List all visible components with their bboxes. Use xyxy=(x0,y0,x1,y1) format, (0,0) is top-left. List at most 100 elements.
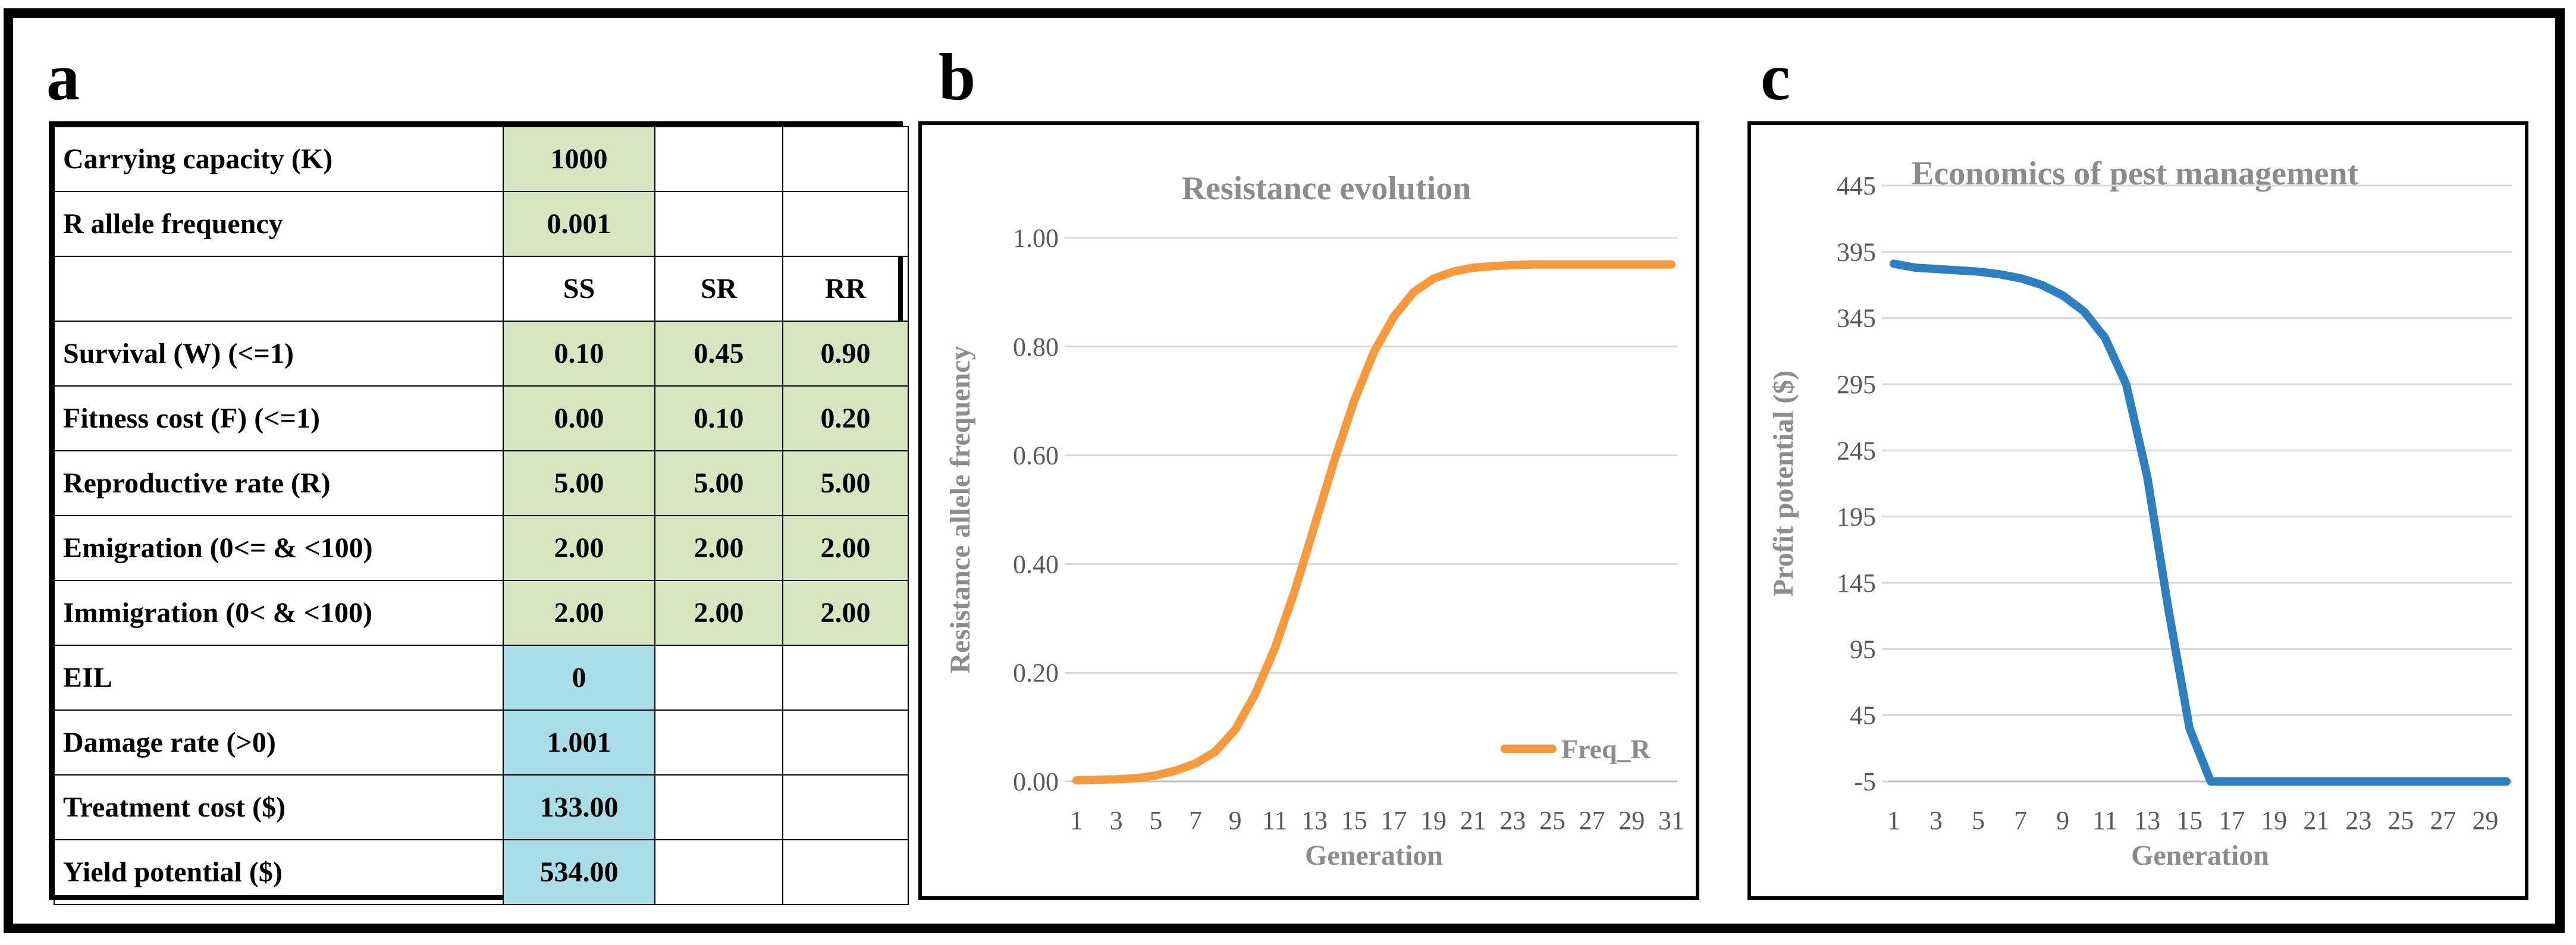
row-label: Damage rate (>0) xyxy=(54,709,504,776)
x-tick-label: 7 xyxy=(2014,806,2027,835)
data-point xyxy=(1631,263,1633,265)
cell-value[interactable]: 2.00 xyxy=(782,580,909,646)
data-point xyxy=(1096,779,1097,781)
x-axis-label: Generation xyxy=(1305,840,1443,871)
x-tick-label: 21 xyxy=(1460,806,1486,835)
cell-value[interactable]: 5.00 xyxy=(654,450,783,516)
data-point xyxy=(1314,525,1315,527)
parameter-table: Carrying capacity (K) 1000 R allele freq… xyxy=(49,121,909,905)
x-tick-label: 17 xyxy=(1380,806,1407,835)
table-row: EIL 0 xyxy=(54,645,909,711)
x-tick-label: 27 xyxy=(1579,806,1605,835)
table-row: Damage rate (>0) 1.001 xyxy=(54,709,909,776)
data-point xyxy=(1433,278,1434,280)
cell-value[interactable]: 5.00 xyxy=(782,450,909,516)
row-label: Treatment cost ($) xyxy=(54,774,504,840)
chart-title: Resistance evolution xyxy=(1182,170,1471,207)
data-point xyxy=(2167,608,2169,610)
table-row: Emigration (0<= & <100) 2.00 2.00 2.00 xyxy=(54,515,909,581)
data-point xyxy=(1532,263,1533,265)
y-axis-label: Resistance allele frequency xyxy=(945,346,976,674)
x-tick-label: 17 xyxy=(2219,806,2245,835)
x-tick-label: 23 xyxy=(1499,806,1526,835)
damage-rate-value[interactable]: 1.001 xyxy=(503,709,655,776)
cell-value[interactable]: 2.00 xyxy=(654,515,783,581)
header-rr: RR xyxy=(782,256,909,322)
data-point xyxy=(1492,265,1493,267)
cell-value[interactable]: 5.00 xyxy=(503,450,655,516)
eil-value[interactable]: 0 xyxy=(503,645,655,711)
data-point xyxy=(2421,781,2423,782)
y-tick-label: 245 xyxy=(1837,436,1876,465)
y-tick-label: 1.00 xyxy=(1013,224,1059,253)
series-line xyxy=(1890,259,2511,786)
economics-chart: Economics of pest management -5 45 95 145 195… xyxy=(1747,121,2528,900)
x-tick-label: 13 xyxy=(2134,806,2160,835)
x-tick-label: 31 xyxy=(1658,806,1684,835)
carrying-capacity-value[interactable]: 1000 xyxy=(503,126,655,192)
data-point xyxy=(1373,351,1375,353)
data-point xyxy=(1274,648,1276,649)
x-tick-label: 3 xyxy=(1110,806,1123,835)
resistance-evolution-chart: Resistance evolution 0.00 0.20 0.40 0.60 0.80… xyxy=(918,121,1699,900)
panel-label-c: c xyxy=(1761,40,1790,114)
data-point xyxy=(1175,770,1176,771)
x-tick-label: 23 xyxy=(2345,806,2371,835)
y-tick-label: 45 xyxy=(1850,701,1876,730)
r-allele-frequency-value[interactable]: 0.001 xyxy=(503,191,655,257)
y-tick-label: 395 xyxy=(1837,237,1876,266)
y-axis-label: Profit potential ($) xyxy=(1768,371,1799,596)
y-tick-label: 0.80 xyxy=(1013,332,1059,362)
data-point xyxy=(2336,781,2338,782)
resistance-chart-svg: Resistance evolution 0.00 0.20 0.40 0.60 0.80… xyxy=(945,170,1684,871)
cell-value[interactable]: 0.10 xyxy=(503,321,655,387)
y-tick-label: 0.40 xyxy=(1013,550,1059,579)
x-tick-label: 15 xyxy=(2176,806,2202,835)
y-tick-label: -5 xyxy=(1854,767,1876,796)
x-tick-label: 25 xyxy=(2387,806,2414,835)
treatment-cost-value[interactable]: 133.00 xyxy=(503,774,655,840)
cell-value[interactable]: 2.00 xyxy=(782,515,909,581)
row-label: Immigration (0< & <100) xyxy=(54,580,504,646)
data-point xyxy=(2231,781,2233,782)
cell-value[interactable]: 2.00 xyxy=(654,580,783,646)
y-tick-label: 445 xyxy=(1837,171,1876,200)
data-point xyxy=(1914,267,1916,269)
x-tick-label: 9 xyxy=(1229,806,1242,835)
y-tick-label: 0.20 xyxy=(1013,658,1059,687)
data-point xyxy=(2484,781,2486,782)
x-tick-label: 11 xyxy=(1262,806,1287,835)
cell-value[interactable]: 0.00 xyxy=(503,385,655,451)
economics-chart-svg: Economics of pest management-54595145195… xyxy=(1768,155,2512,871)
table-row: Immigration (0< & <100) 2.00 2.00 2.00 xyxy=(54,580,909,646)
x-tick-label: 9 xyxy=(2056,806,2069,835)
data-point xyxy=(1935,268,1937,270)
table-row: Yield potential ($) 534.00 xyxy=(54,839,909,905)
data-point xyxy=(2506,781,2507,782)
cell-value[interactable]: 0.45 xyxy=(654,321,783,387)
x-tick-label: 27 xyxy=(2430,806,2456,835)
data-point xyxy=(1215,751,1216,752)
cell-value[interactable]: 2.00 xyxy=(503,515,655,581)
yield-potential-value[interactable]: 534.00 xyxy=(503,839,655,905)
data-point xyxy=(2041,284,2042,285)
cell-value[interactable]: 0.20 xyxy=(782,385,909,451)
data-point xyxy=(1254,693,1256,695)
y-tick-label: 195 xyxy=(1837,503,1876,532)
header-sr: SR xyxy=(654,256,783,322)
y-tick-label: 95 xyxy=(1850,635,1876,664)
data-point xyxy=(2062,294,2064,296)
y-tick-label: 295 xyxy=(1837,370,1876,399)
cell-value[interactable]: 0.90 xyxy=(782,321,909,387)
cell-value[interactable]: 0.10 xyxy=(654,385,783,451)
data-point xyxy=(1413,291,1414,293)
x-tick-label: 21 xyxy=(2303,806,2329,835)
table-row: Fitness cost (F) (<=1) 0.00 0.10 0.20 xyxy=(54,385,909,451)
data-point xyxy=(2315,781,2317,782)
table-row: R allele frequency 0.001 xyxy=(54,191,909,257)
row-label: Emigration (0<= & <100) xyxy=(54,515,504,581)
data-point xyxy=(2442,781,2444,782)
data-point xyxy=(2104,337,2106,339)
data-point xyxy=(1512,264,1514,266)
cell-value[interactable]: 2.00 xyxy=(503,580,655,646)
